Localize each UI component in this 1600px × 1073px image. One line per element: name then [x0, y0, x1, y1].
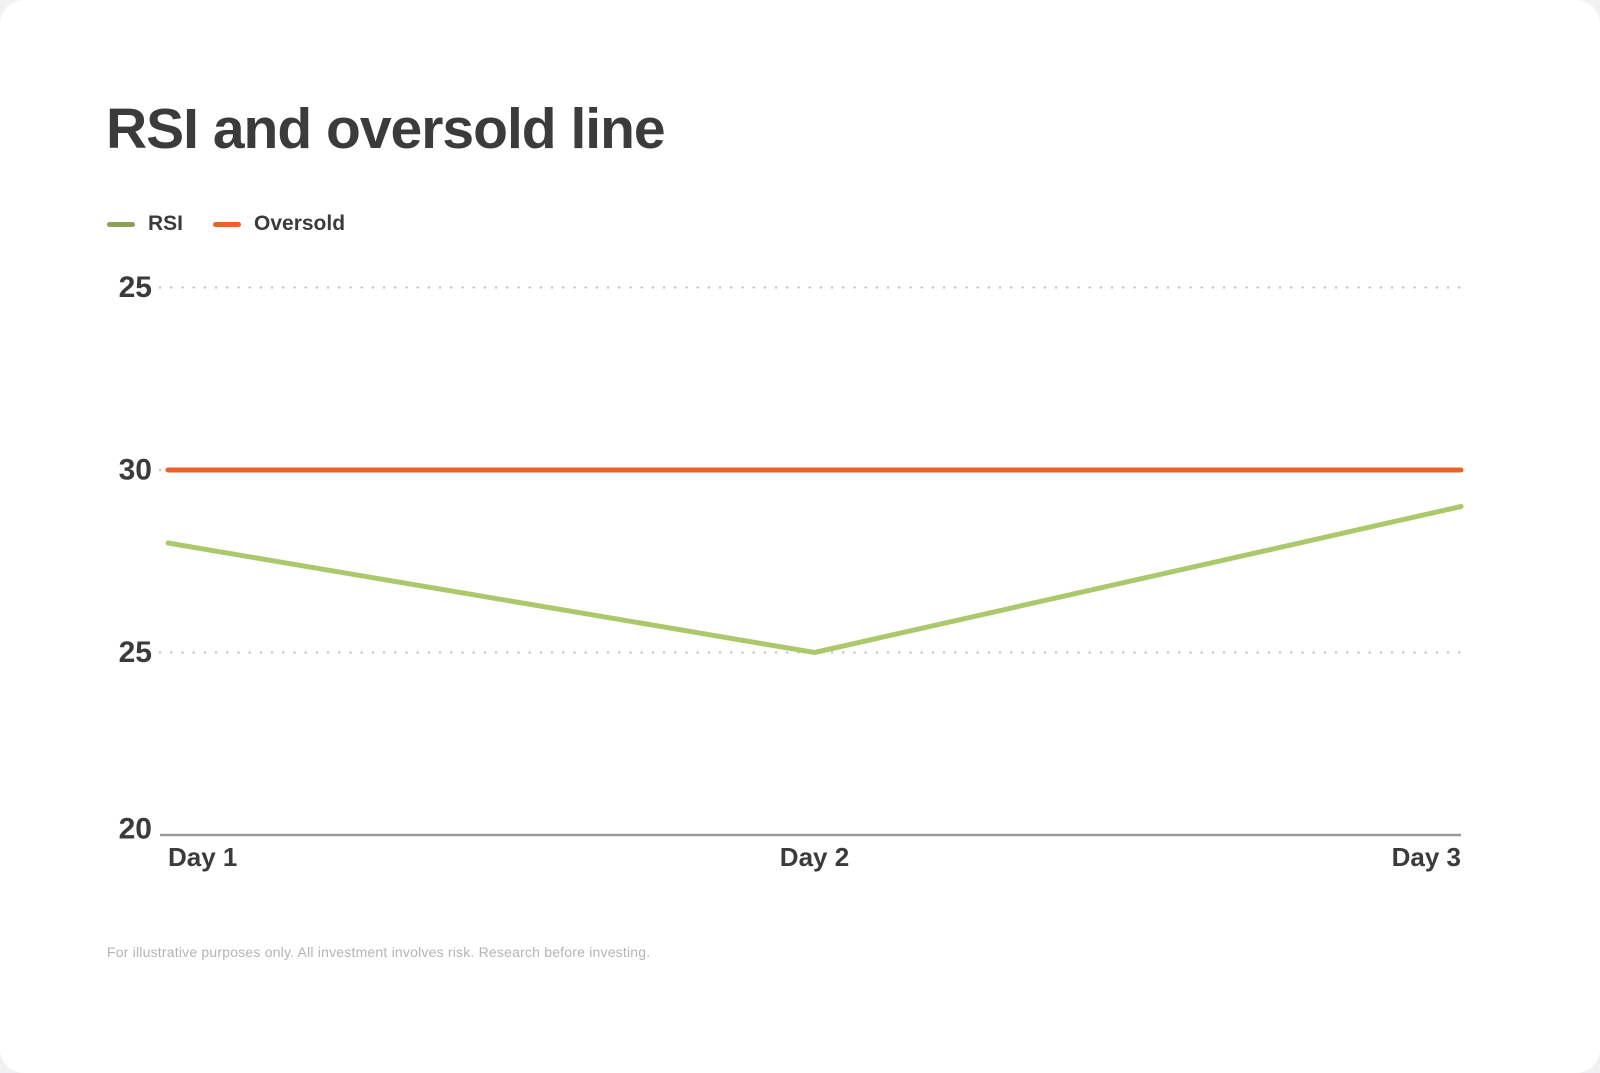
y-tick-label: 30 [119, 454, 152, 487]
y-tick-label: 25 [119, 271, 152, 304]
x-axis-label: Day 2 [780, 842, 849, 872]
legend: RSI Oversold [107, 212, 345, 236]
legend-item-rsi: RSI [107, 212, 183, 236]
rsi-line [165, 504, 1464, 655]
y-tick-label: 25 [119, 636, 152, 669]
x-axis-label: Day 1 [168, 842, 237, 872]
legend-label-oversold: Oversold [254, 212, 346, 235]
rsi-line-swatch-icon [107, 221, 135, 227]
x-axis-label: Day 3 [1392, 842, 1461, 872]
legend-label-rsi: RSI [148, 212, 184, 235]
legend-item-oversold: Oversold [213, 212, 345, 236]
disclaimer-text: For illustrative purposes only. All inve… [107, 944, 651, 960]
oversold-line-swatch-icon [213, 221, 242, 227]
y-tick-label: 20 [119, 813, 152, 846]
chart-title: RSI and oversold line [106, 97, 666, 161]
